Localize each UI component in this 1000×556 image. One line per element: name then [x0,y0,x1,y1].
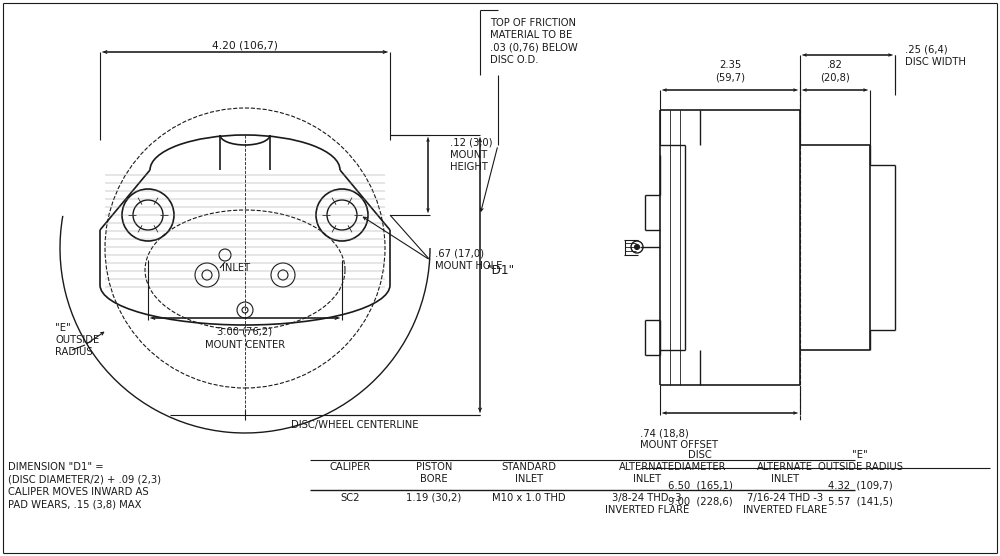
Text: .12 (3,0)
MOUNT
HEIGHT: .12 (3,0) MOUNT HEIGHT [450,137,492,172]
Text: 4.32  (109,7): 4.32 (109,7) [828,480,892,490]
Text: "E"
OUTSIDE
RADIUS: "E" OUTSIDE RADIUS [55,322,99,358]
Text: 9.00  (228,6): 9.00 (228,6) [668,496,732,506]
Text: 2.35
(59,7): 2.35 (59,7) [715,59,745,82]
Text: DISC
DIAMETER: DISC DIAMETER [674,450,726,473]
Text: 5.57  (141,5): 5.57 (141,5) [828,496,892,506]
Text: .74 (18,8)
MOUNT OFFSET: .74 (18,8) MOUNT OFFSET [640,428,718,450]
Text: DIMENSION "D1" =
(DISC DIAMETER/2) + .09 (2,3)
CALIPER MOVES INWARD AS
PAD WEARS: DIMENSION "D1" = (DISC DIAMETER/2) + .09… [8,462,161,509]
Text: DISC/WHEEL CENTERLINE: DISC/WHEEL CENTERLINE [291,420,419,430]
Text: 7/16-24 THD -3
INVERTED FLARE: 7/16-24 THD -3 INVERTED FLARE [743,493,827,515]
Text: 4.20 (106,7): 4.20 (106,7) [212,40,278,50]
Text: SC2: SC2 [340,493,360,503]
Text: "D1": "D1" [487,264,515,276]
Text: ALTERNATE
INLET: ALTERNATE INLET [757,462,813,484]
Text: .82
(20,8): .82 (20,8) [820,59,850,82]
Text: 6.50  (165,1): 6.50 (165,1) [668,480,732,490]
Text: .25 (6,4)
DISC WIDTH: .25 (6,4) DISC WIDTH [905,45,966,67]
Text: TOP OF FRICTION
MATERIAL TO BE
.03 (0,76) BELOW
DISC O.D.: TOP OF FRICTION MATERIAL TO BE .03 (0,76… [490,18,578,65]
Text: CALIPER: CALIPER [329,462,371,472]
Text: 1.19 (30,2): 1.19 (30,2) [406,493,462,503]
Text: MOUNT CENTER: MOUNT CENTER [205,340,285,350]
Text: 3.00 (76,2): 3.00 (76,2) [217,327,273,337]
Circle shape [635,245,640,250]
Text: .67 (17,0)
MOUNT HOLE: .67 (17,0) MOUNT HOLE [435,249,502,271]
Text: STANDARD
INLET: STANDARD INLET [502,462,556,484]
Text: 3/8-24 THD -3
INVERTED FLARE: 3/8-24 THD -3 INVERTED FLARE [605,493,689,515]
Text: INLET: INLET [222,263,250,273]
Text: PISTON
BORE: PISTON BORE [416,462,452,484]
Text: ALTERNATE
INLET: ALTERNATE INLET [619,462,675,484]
Text: M10 x 1.0 THD: M10 x 1.0 THD [492,493,566,503]
Text: "E"
OUTSIDE RADIUS: "E" OUTSIDE RADIUS [818,450,902,473]
